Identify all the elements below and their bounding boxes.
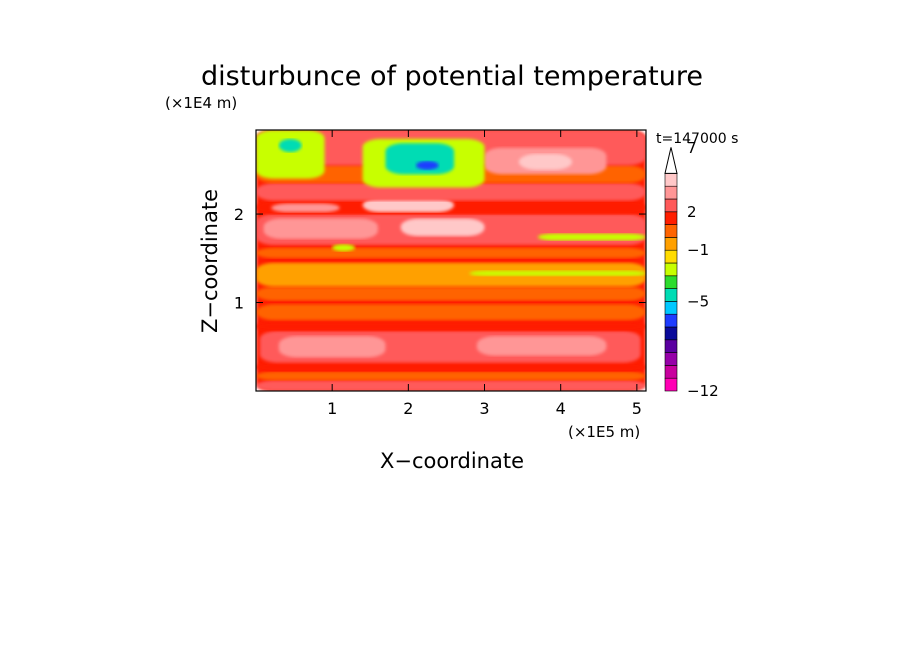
x-tick-label: 2 — [403, 399, 413, 418]
heatmap-region — [332, 244, 356, 252]
colorbar-tick-label: −12 — [687, 382, 719, 400]
colorbar-tick-label: 7 — [687, 139, 697, 157]
x-axis-label: X−coordinate — [380, 449, 524, 473]
colorbar-ticks: −12−5−127 — [687, 139, 719, 400]
colorbar-segment — [664, 224, 678, 238]
colorbar-tick-label: 2 — [687, 203, 697, 221]
heatmap-region — [362, 198, 455, 213]
heatmap-region — [256, 380, 646, 391]
heatmap-region — [271, 203, 340, 213]
heatmap-region — [256, 286, 646, 301]
colorbar-tick-label: −1 — [687, 241, 709, 259]
heatmap-region — [278, 138, 302, 153]
colorbar-segment — [664, 173, 678, 187]
heatmap-region — [256, 362, 646, 372]
heatmap-region — [415, 160, 439, 170]
y-axis-label: Z−coordinate — [198, 189, 222, 333]
heatmap-region — [256, 371, 646, 381]
colorbar-segment — [664, 377, 678, 392]
x-tick-label: 4 — [556, 399, 566, 418]
colorbar-segment — [664, 198, 678, 213]
colorbar-segment — [664, 262, 678, 277]
heatmap-region — [469, 270, 646, 276]
heatmap-region — [256, 304, 646, 321]
colorbar-segment — [664, 326, 678, 341]
colorbar-tick-label: −5 — [687, 292, 709, 310]
colorbar-segment — [664, 352, 678, 366]
colorbar-segment — [664, 275, 678, 289]
heatmap-region — [400, 218, 485, 237]
heatmap-region — [385, 143, 455, 175]
x-tick-label: 1 — [327, 399, 337, 418]
colorbar-segment — [664, 313, 678, 328]
x-tick-label: 3 — [479, 399, 489, 418]
colorbar-segment — [664, 249, 678, 264]
colorbar-segment — [664, 288, 678, 302]
heatmap-region — [256, 247, 646, 259]
heatmap-region — [256, 321, 646, 331]
y-unit-label: (×1E4 m) — [165, 94, 237, 112]
colorbar-segment — [664, 301, 678, 315]
chart-title: disturbunce of potential temperature — [201, 61, 703, 92]
heatmap-region — [263, 218, 378, 239]
y-tick-label: 2 — [234, 205, 244, 224]
heatmap-region — [534, 157, 550, 165]
heatmap-region — [256, 183, 646, 201]
colorbar-extend-arrow — [664, 147, 678, 174]
x-tick-label: 5 — [632, 399, 642, 418]
heatmap-field — [256, 130, 646, 391]
time-label: t=147000 s — [656, 131, 738, 147]
heatmap-region — [476, 336, 607, 356]
x-axis-ticks: 1 2 3 4 5 — [327, 130, 642, 418]
plot-frame — [255, 129, 647, 392]
colorbar — [664, 147, 678, 392]
heatmap-region — [256, 262, 646, 287]
colorbar-segment — [664, 185, 678, 200]
heatmap-region — [537, 233, 646, 241]
x-unit-label: (×1E5 m) — [568, 423, 640, 441]
y-tick-label: 1 — [234, 294, 244, 313]
colorbar-segment — [664, 339, 678, 353]
heatmap-region — [278, 336, 386, 358]
colorbar-segment — [664, 211, 678, 225]
colorbar-segment — [664, 365, 678, 379]
heatmap-region — [256, 130, 325, 179]
y-axis-ticks: 12 — [234, 205, 646, 313]
colorbar-segment — [664, 237, 678, 251]
